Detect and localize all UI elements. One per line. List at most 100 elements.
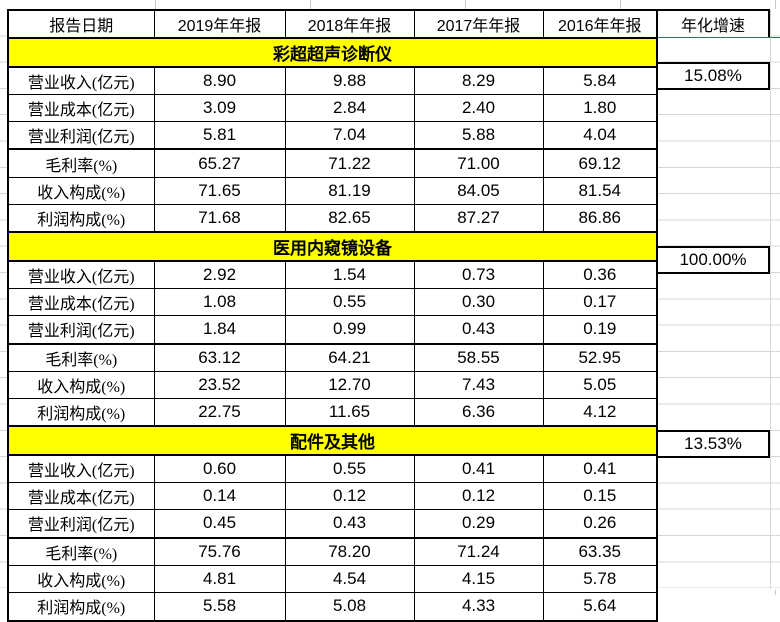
value-cell[interactable]: 0.45 — [153, 509, 286, 539]
value-cell[interactable]: 0.19 — [542, 315, 658, 345]
row-label-cell[interactable]: 营业利润(亿元) — [7, 509, 155, 539]
value-cell[interactable]: 71.22 — [284, 148, 415, 178]
value-cell[interactable]: 0.17 — [542, 287, 658, 317]
value-cell[interactable]: 63.12 — [153, 342, 286, 372]
row-label-cell[interactable]: 收入构成(%) — [7, 370, 155, 400]
section-title-cell[interactable]: 医用内窥镜设备 — [7, 231, 658, 262]
value-cell[interactable]: 84.05 — [413, 176, 544, 206]
value-cell[interactable]: 22.75 — [153, 398, 286, 427]
value-cell[interactable]: 3.09 — [153, 93, 286, 123]
value-cell[interactable]: 0.41 — [413, 454, 544, 484]
value-cell[interactable]: 81.54 — [542, 176, 658, 206]
value-cell[interactable]: 71.65 — [153, 176, 286, 206]
value-cell[interactable]: 5.58 — [153, 592, 286, 622]
value-cell[interactable]: 8.90 — [153, 66, 286, 95]
header-cell-2018[interactable]: 2018年年报 — [284, 9, 415, 40]
row-label-cell[interactable]: 营业成本(亿元) — [7, 93, 155, 123]
value-cell[interactable]: 58.55 — [413, 342, 544, 372]
value-cell[interactable]: 7.04 — [284, 121, 415, 150]
value-cell[interactable]: 64.21 — [284, 342, 415, 372]
value-cell[interactable]: 2.92 — [153, 260, 286, 289]
growth-value-cell[interactable]: 100.00% — [658, 245, 770, 274]
value-cell[interactable]: 1.80 — [542, 93, 658, 123]
value-cell[interactable]: 0.30 — [413, 287, 544, 317]
row-label-cell[interactable]: 收入构成(%) — [7, 564, 155, 594]
value-cell[interactable]: 11.65 — [284, 398, 415, 427]
value-cell[interactable]: 52.95 — [542, 342, 658, 372]
value-cell[interactable]: 0.14 — [153, 482, 286, 511]
row-label-cell[interactable]: 营业利润(亿元) — [7, 121, 155, 150]
value-cell[interactable]: 0.99 — [284, 315, 415, 345]
section-title-cell[interactable]: 配件及其他 — [7, 425, 658, 456]
value-cell[interactable]: 4.81 — [153, 564, 286, 594]
value-cell[interactable]: 0.60 — [153, 454, 286, 484]
value-cell[interactable]: 0.43 — [284, 509, 415, 539]
value-cell[interactable]: 2.40 — [413, 93, 544, 123]
value-cell[interactable]: 4.15 — [413, 564, 544, 594]
value-cell[interactable]: 4.33 — [413, 592, 544, 622]
value-cell[interactable]: 5.08 — [284, 592, 415, 622]
value-cell[interactable]: 63.35 — [542, 536, 658, 566]
value-cell[interactable]: 0.12 — [413, 482, 544, 511]
growth-header-cell[interactable]: 年化增速 — [658, 9, 770, 37]
value-cell[interactable]: 0.15 — [542, 482, 658, 511]
value-cell[interactable]: 82.65 — [284, 204, 415, 233]
section-title-cell[interactable]: 彩超超声诊断仪 — [7, 37, 658, 68]
growth-value-cell[interactable]: 15.08% — [658, 61, 770, 90]
row-label-cell[interactable]: 营业收入(亿元) — [7, 260, 155, 289]
row-label-cell[interactable]: 营业成本(亿元) — [7, 482, 155, 511]
value-cell[interactable]: 75.76 — [153, 536, 286, 566]
value-cell[interactable]: 1.54 — [284, 260, 415, 289]
value-cell[interactable]: 0.36 — [542, 260, 658, 289]
value-cell[interactable]: 1.84 — [153, 315, 286, 345]
value-cell[interactable]: 0.43 — [413, 315, 544, 345]
value-cell[interactable]: 0.26 — [542, 509, 658, 539]
growth-value-cell[interactable]: 13.53% — [658, 429, 770, 459]
value-cell[interactable]: 4.54 — [284, 564, 415, 594]
row-label-cell[interactable]: 利润构成(%) — [7, 204, 155, 233]
row-label-cell[interactable]: 营业收入(亿元) — [7, 66, 155, 95]
value-cell[interactable]: 0.55 — [284, 454, 415, 484]
value-cell[interactable]: 6.36 — [413, 398, 544, 427]
value-cell[interactable]: 2.84 — [284, 93, 415, 123]
row-label-cell[interactable]: 利润构成(%) — [7, 592, 155, 622]
header-cell-2016[interactable]: 2016年年报 — [542, 9, 658, 40]
value-cell[interactable]: 5.81 — [153, 121, 286, 150]
value-cell[interactable]: 8.29 — [413, 66, 544, 95]
value-cell[interactable]: 65.27 — [153, 148, 286, 178]
value-cell[interactable]: 5.78 — [542, 564, 658, 594]
value-cell[interactable]: 4.12 — [542, 398, 658, 427]
value-cell[interactable]: 71.24 — [413, 536, 544, 566]
row-label-cell[interactable]: 收入构成(%) — [7, 176, 155, 206]
value-cell[interactable]: 0.12 — [284, 482, 415, 511]
value-cell[interactable]: 4.04 — [542, 121, 658, 150]
row-label-cell[interactable]: 营业利润(亿元) — [7, 315, 155, 345]
header-cell-2017[interactable]: 2017年年报 — [413, 9, 544, 40]
value-cell[interactable]: 69.12 — [542, 148, 658, 178]
value-cell[interactable]: 9.88 — [284, 66, 415, 95]
value-cell[interactable]: 0.41 — [542, 454, 658, 484]
value-cell[interactable]: 0.29 — [413, 509, 544, 539]
value-cell[interactable]: 71.68 — [153, 204, 286, 233]
value-cell[interactable]: 0.55 — [284, 287, 415, 317]
row-label-cell[interactable]: 营业收入(亿元) — [7, 454, 155, 484]
value-cell[interactable]: 71.00 — [413, 148, 544, 178]
value-cell[interactable]: 5.88 — [413, 121, 544, 150]
value-cell[interactable]: 78.20 — [284, 536, 415, 566]
row-label-cell[interactable]: 利润构成(%) — [7, 398, 155, 427]
value-cell[interactable]: 87.27 — [413, 204, 544, 233]
value-cell[interactable]: 5.84 — [542, 66, 658, 95]
header-cell-report-date[interactable]: 报告日期 — [7, 9, 155, 40]
header-cell-2019[interactable]: 2019年年报 — [153, 9, 286, 40]
value-cell[interactable]: 23.52 — [153, 370, 286, 400]
value-cell[interactable]: 81.19 — [284, 176, 415, 206]
value-cell[interactable]: 12.70 — [284, 370, 415, 400]
value-cell[interactable]: 86.86 — [542, 204, 658, 233]
value-cell[interactable]: 7.43 — [413, 370, 544, 400]
value-cell[interactable]: 0.73 — [413, 260, 544, 289]
row-label-cell[interactable]: 毛利率(%) — [7, 536, 155, 566]
row-label-cell[interactable]: 毛利率(%) — [7, 148, 155, 178]
value-cell[interactable]: 1.08 — [153, 287, 286, 317]
value-cell[interactable]: 5.64 — [542, 592, 658, 622]
value-cell[interactable]: 5.05 — [542, 370, 658, 400]
